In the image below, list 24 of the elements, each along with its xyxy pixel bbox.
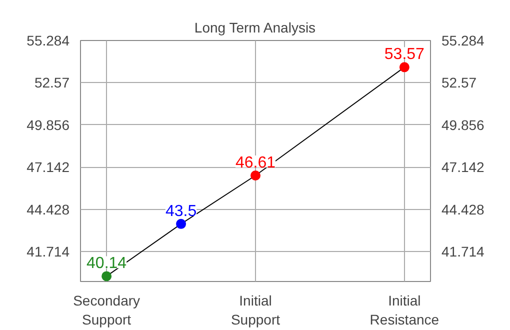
y-tick-label: 49.856: [26, 116, 70, 133]
y2-tick-label: 52.57: [442, 74, 477, 91]
y-tick-label: 47.142: [26, 159, 70, 176]
point: [102, 271, 112, 282]
chart-title: Long Term Analysis: [194, 20, 316, 36]
y-tick-label: 44.428: [26, 201, 70, 218]
y2-tick-label: 44.428: [442, 201, 485, 218]
data-label: 40.14: [86, 255, 127, 272]
y-tick-label: 55.284: [26, 32, 70, 48]
x-tick-label: Initial Resistance: [370, 292, 440, 328]
point: [176, 218, 186, 229]
y-tick-label: 41.714: [26, 244, 70, 260]
data-label: 43.5: [165, 202, 197, 220]
point: [399, 62, 410, 72]
y2-tick-label: 47.142: [442, 159, 485, 176]
x-tick-label: Secondary Support: [73, 292, 140, 328]
data-label: 53.57: [384, 46, 425, 64]
y2-tick-label: 49.856: [442, 116, 485, 133]
x-tick-label: Initial Support: [230, 292, 280, 328]
data-label: 46.61: [235, 154, 276, 172]
y-tick-label: 52.57: [34, 74, 70, 91]
point: [250, 170, 260, 180]
y2-tick-label: 55.284: [442, 32, 485, 48]
y2-tick-label: 41.714: [442, 244, 485, 260]
